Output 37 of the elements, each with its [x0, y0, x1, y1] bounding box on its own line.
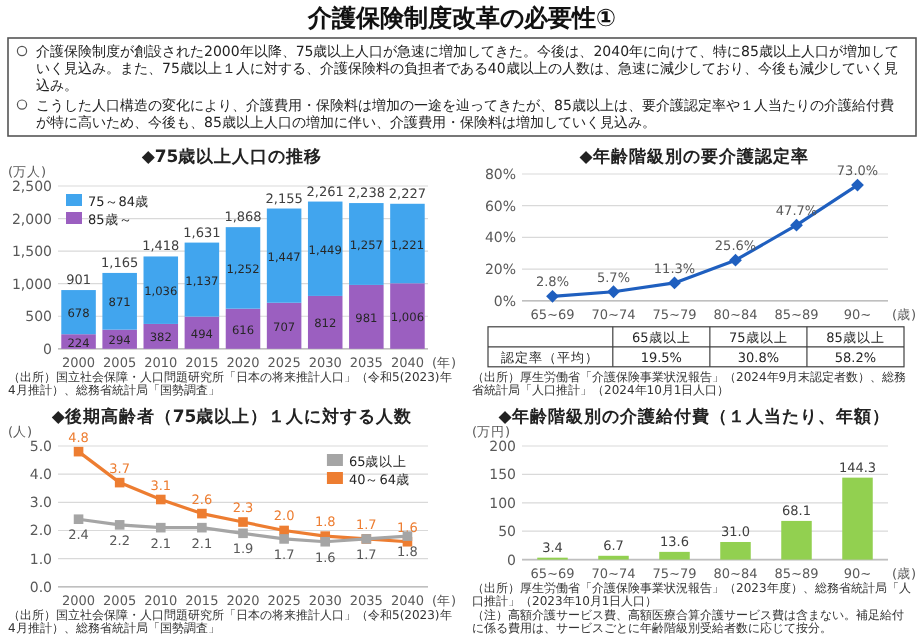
bar — [720, 541, 751, 560]
bar — [842, 477, 873, 560]
point — [155, 494, 166, 505]
text: 介護保険制度改革の必要性① — [305, 4, 617, 32]
chart-title: ◆後期高齢者（75歳以上）１人に対する人数 — [51, 406, 415, 428]
bar — [659, 551, 690, 560]
point — [114, 520, 125, 530]
bar — [390, 283, 425, 349]
bar — [349, 284, 384, 349]
bar — [266, 302, 302, 349]
bar — [184, 242, 220, 317]
point — [197, 522, 207, 533]
bar — [143, 256, 179, 324]
bar — [781, 520, 812, 560]
point — [155, 522, 166, 533]
point — [238, 517, 248, 527]
point — [73, 514, 84, 525]
bar — [266, 208, 302, 303]
bar — [61, 290, 96, 335]
chart-title: ◆年齢階級別の介護給付費（１人当たり、年額） — [498, 406, 890, 428]
bar — [102, 272, 137, 330]
point — [668, 276, 681, 290]
point — [729, 253, 742, 267]
point — [279, 534, 289, 544]
bar — [390, 203, 425, 284]
point — [320, 536, 331, 547]
point — [546, 289, 559, 303]
bar — [307, 201, 343, 296]
chart-title: ◆75歳以上人口の推移 — [141, 146, 323, 168]
bar — [349, 203, 384, 285]
bar — [225, 227, 261, 309]
point — [197, 508, 207, 519]
bar — [307, 295, 343, 349]
point — [238, 528, 248, 539]
point — [607, 285, 620, 299]
point — [790, 218, 803, 232]
chart-title: ◆年齢階級別の要介護認定率 — [579, 146, 809, 168]
